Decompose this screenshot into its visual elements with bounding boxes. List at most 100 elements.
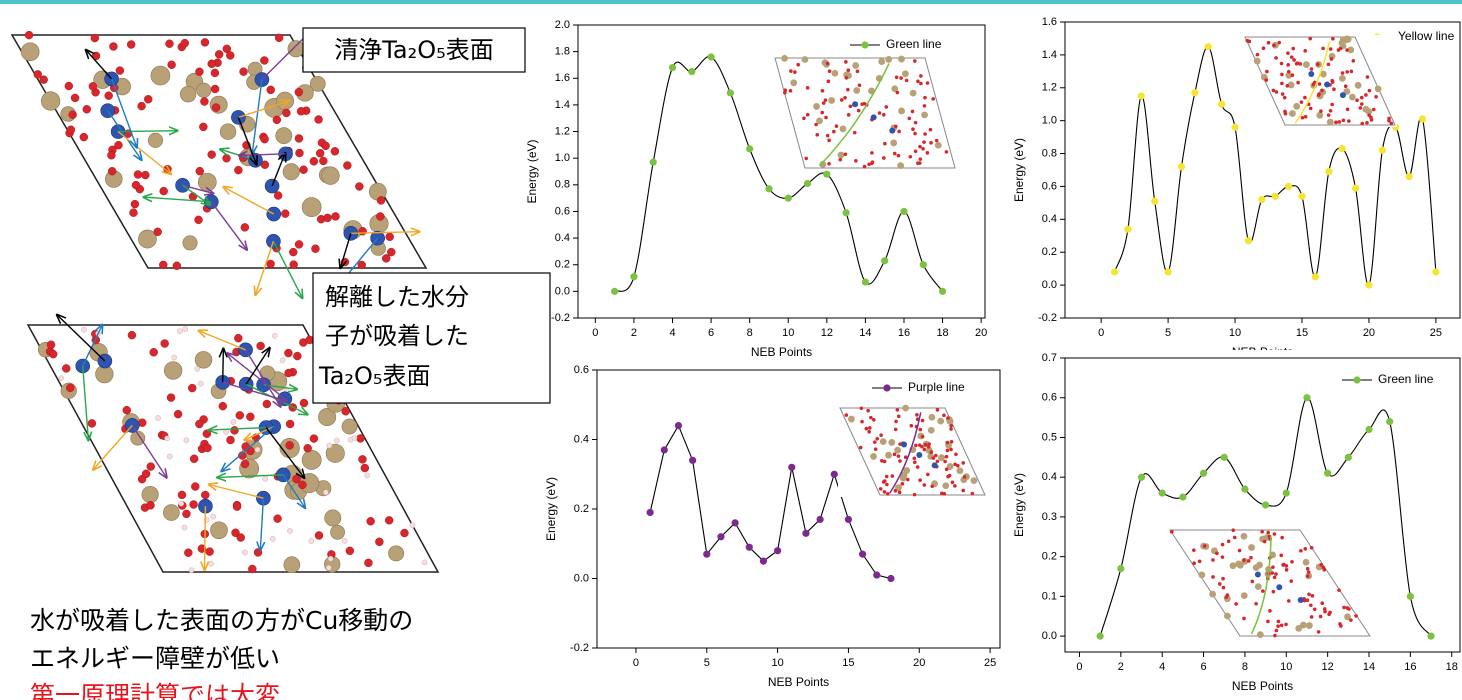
o-atom	[1211, 575, 1215, 579]
data-point	[689, 457, 696, 464]
o-atom	[883, 479, 887, 483]
o-atom	[820, 111, 824, 115]
o-atom	[1203, 544, 1207, 548]
o-atom	[80, 133, 88, 141]
o-atom	[1276, 624, 1280, 628]
o-atom	[1295, 62, 1299, 66]
page: {"captions": { "clean_surface": "清浄Ta₂O₅…	[0, 0, 1462, 700]
h-atom	[231, 419, 236, 424]
o-atom	[929, 450, 933, 454]
o-atom	[204, 444, 212, 452]
o-atom	[913, 132, 917, 136]
o-atom	[211, 85, 219, 93]
o-atom	[310, 435, 318, 443]
o-atom	[1215, 552, 1219, 556]
ta-atom	[142, 486, 159, 503]
o-atom	[1334, 121, 1338, 125]
o-atom	[1370, 118, 1374, 122]
o-atom	[1308, 37, 1312, 41]
h-atom	[323, 490, 328, 495]
y-tick-label: 0.0	[574, 572, 589, 584]
data-point	[1352, 184, 1359, 191]
o-atom	[300, 166, 308, 174]
o-atom	[1365, 121, 1369, 125]
cu-atom	[932, 462, 938, 468]
data-point	[817, 516, 824, 523]
o-atom	[1256, 53, 1260, 57]
y-tick-label: 0.6	[555, 205, 570, 217]
o-atom	[895, 75, 899, 79]
ta-atom	[1375, 85, 1382, 92]
o-atom	[1266, 620, 1270, 624]
o-atom	[83, 105, 91, 113]
o-atom	[385, 516, 393, 524]
o-atom	[200, 98, 208, 106]
o-atom	[88, 419, 96, 427]
ta-atom	[1306, 622, 1313, 629]
o-atom	[188, 384, 196, 392]
o-atom	[1287, 70, 1291, 74]
o-atom	[342, 407, 350, 415]
data-point	[1231, 124, 1238, 131]
h-atom	[309, 539, 314, 544]
o-atom	[931, 97, 935, 101]
o-atom	[168, 61, 176, 69]
o-atom	[201, 38, 209, 46]
o-atom	[1286, 63, 1290, 67]
o-atom	[1234, 602, 1238, 606]
o-atom	[300, 399, 308, 407]
o-atom	[1309, 107, 1313, 111]
o-atom	[71, 94, 79, 102]
o-atom	[161, 340, 169, 348]
o-atom	[847, 113, 851, 117]
o-atom	[1310, 615, 1314, 619]
y-tick-label: 0.6	[1042, 392, 1057, 404]
o-atom	[304, 444, 312, 452]
o-atom	[240, 68, 248, 76]
o-atom	[1221, 577, 1225, 581]
data-point	[1245, 237, 1252, 244]
ta-atom	[903, 467, 910, 474]
o-atom	[1316, 62, 1320, 66]
x-tick-label: 20	[975, 327, 987, 339]
o-atom	[1344, 84, 1348, 88]
o-atom	[868, 426, 872, 430]
data-point	[650, 159, 657, 166]
o-atom	[66, 384, 74, 392]
data-point	[788, 464, 795, 471]
o-atom	[1387, 119, 1391, 123]
o-atom	[1372, 108, 1376, 112]
chart-bg	[1010, 350, 1462, 700]
o-atom	[1292, 58, 1296, 62]
o-atom	[1242, 558, 1246, 562]
legend-marker	[861, 41, 868, 48]
data-point	[881, 257, 888, 264]
o-atom	[273, 116, 281, 124]
y-axis-label: Energy (eV)	[544, 477, 558, 541]
ta-atom	[802, 56, 809, 63]
o-atom	[919, 428, 923, 432]
data-point	[785, 195, 792, 202]
o-atom	[182, 510, 190, 518]
o-atom	[233, 503, 241, 511]
o-atom	[219, 402, 227, 410]
data-point	[1272, 193, 1279, 200]
o-atom	[1330, 103, 1334, 107]
o-atom	[961, 489, 965, 493]
o-atom	[1303, 96, 1307, 100]
x-tick-label: 15	[1296, 327, 1308, 339]
o-atom	[150, 348, 158, 356]
ta-atom	[283, 164, 299, 180]
o-atom	[910, 424, 914, 428]
o-atom	[922, 140, 926, 144]
h-atom	[334, 438, 339, 443]
o-atom	[927, 442, 931, 446]
o-atom	[1299, 549, 1303, 553]
ta-atom	[870, 453, 877, 460]
o-atom	[1307, 593, 1311, 597]
o-atom	[838, 158, 842, 162]
inset-structure	[838, 405, 987, 497]
o-atom	[295, 149, 303, 157]
o-atom	[919, 157, 923, 161]
ta-atom	[164, 362, 182, 380]
